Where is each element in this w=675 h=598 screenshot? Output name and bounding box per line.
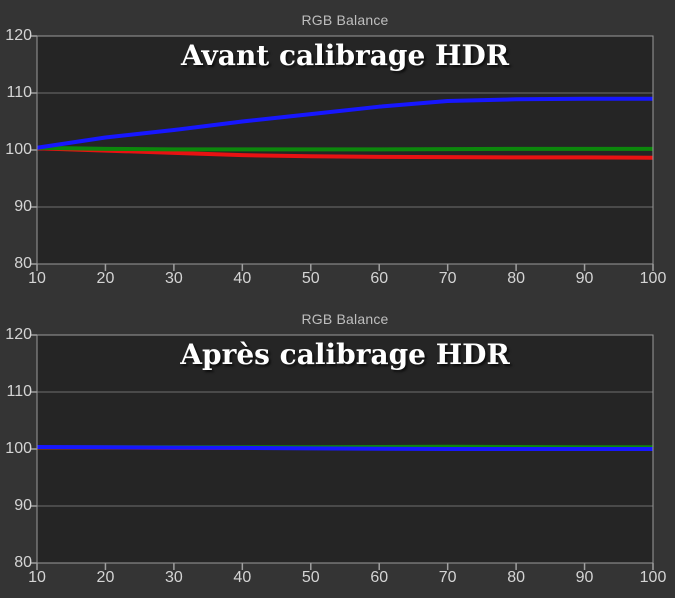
- plot-canvas-apres: [30, 334, 654, 570]
- chart-avant-calibrage: RGB Balance Avant calibrage HDR 80 90 100 1…: [5, 12, 666, 287]
- series-line-green: [36, 145, 653, 152]
- series-line-blue: [36, 96, 653, 150]
- series-line-blue: [36, 445, 653, 451]
- plot-border: [36, 35, 654, 265]
- chart-title: RGB Balance: [301, 311, 389, 327]
- annotation-avant: Avant calibrage HDR: [180, 39, 510, 72]
- annotation-apres: Après calibrage HDR: [180, 338, 510, 371]
- plot-canvas-avant: [30, 35, 654, 271]
- series-line-red: [36, 146, 654, 160]
- chart-title: RGB Balance: [301, 12, 389, 28]
- plot-border: [36, 334, 654, 564]
- chart-apres-calibrage: RGB Balance Après calibrage HDR 80 90 100 1…: [0, 299, 675, 598]
